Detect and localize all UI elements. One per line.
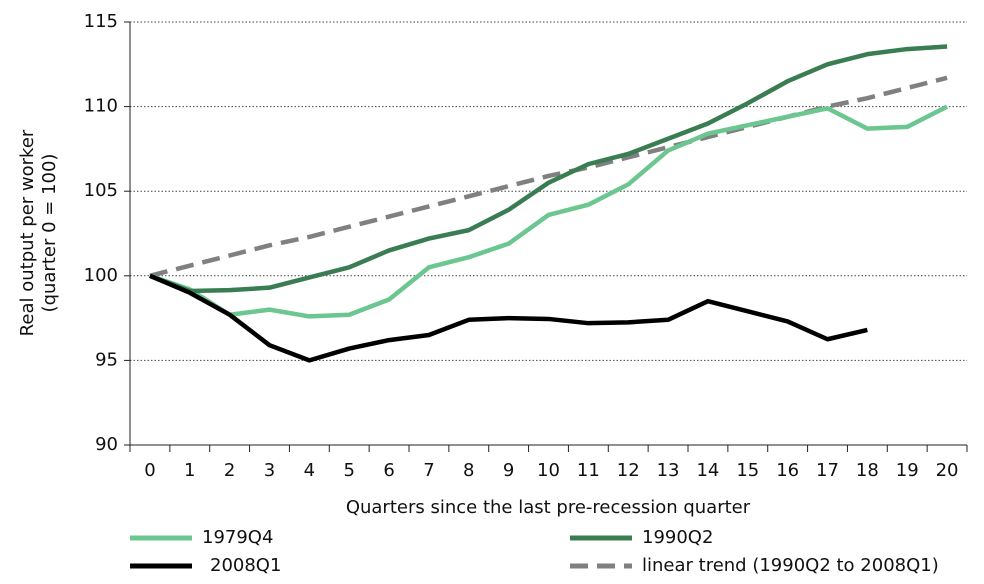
y-axis-label: (quarter 0 = 100) <box>39 154 60 313</box>
x-tick-label: 19 <box>896 460 919 481</box>
x-tick-label: 8 <box>463 460 474 481</box>
x-tick-label: 17 <box>816 460 839 481</box>
x-axis-label: Quarters since the last pre-recession qu… <box>346 497 751 518</box>
x-tick-label: 13 <box>657 460 680 481</box>
y-tick-label: 90 <box>95 434 118 455</box>
legend-label: 1990Q2 <box>642 527 713 548</box>
x-tick-label: 1 <box>184 460 195 481</box>
y-axis-label: Real output per worker <box>17 129 38 336</box>
x-tick-label: 2 <box>224 460 235 481</box>
x-tick-label: 18 <box>856 460 879 481</box>
x-tick-label: 4 <box>304 460 315 481</box>
legend-label: linear trend (1990Q2 to 2008Q1) <box>642 555 939 576</box>
x-tick-label: 20 <box>936 460 959 481</box>
legend-label: 2008Q1 <box>210 555 281 576</box>
x-tick-label: 16 <box>776 460 799 481</box>
series-line <box>149 44 948 294</box>
y-tick-label: 115 <box>84 11 118 32</box>
x-tick-label: 5 <box>343 460 354 481</box>
series-line <box>149 273 868 363</box>
x-tick-label: 11 <box>577 460 600 481</box>
y-tick-label: 95 <box>95 349 118 370</box>
x-tick-label: 0 <box>144 460 155 481</box>
x-tick-label: 12 <box>617 460 640 481</box>
y-tick-label: 110 <box>84 96 118 117</box>
x-tick-label: 14 <box>696 460 719 481</box>
x-tick-label: 10 <box>537 460 560 481</box>
x-tick-label: 9 <box>503 460 514 481</box>
y-tick-label: 100 <box>84 265 118 286</box>
legend-label: 1979Q4 <box>202 527 273 548</box>
x-tick-label: 15 <box>736 460 759 481</box>
x-tick-label: 7 <box>423 460 434 481</box>
x-tick-label: 3 <box>264 460 275 481</box>
series-line <box>149 104 949 319</box>
y-tick-label: 105 <box>84 180 118 201</box>
x-tick-label: 6 <box>383 460 394 481</box>
